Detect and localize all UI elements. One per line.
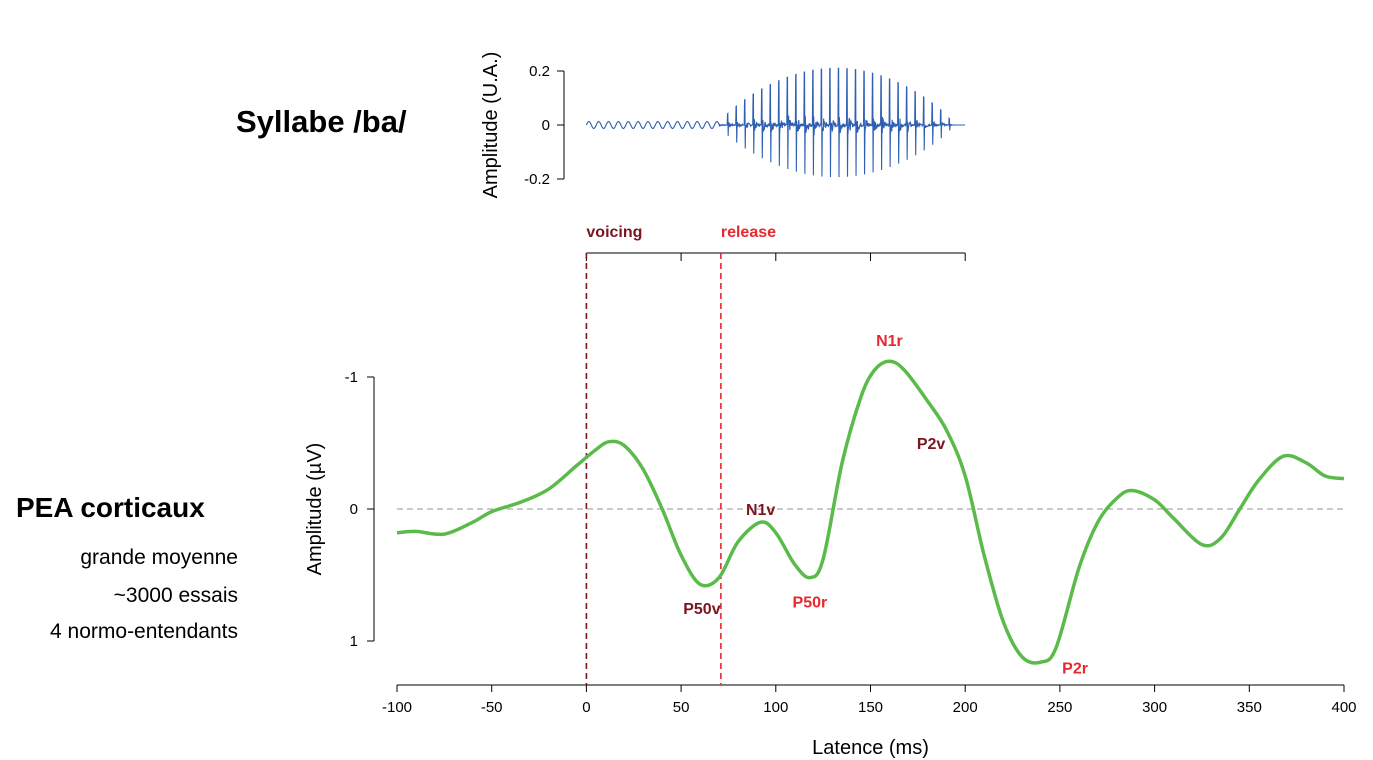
- erp-x-tick-label: 0: [582, 699, 590, 716]
- erp-y-tick-label: -1: [345, 369, 358, 386]
- peak-annotations: N1r P2v N1v P50v P50r P2r: [683, 333, 1088, 677]
- erp-note-subjects: 4 normo-entendants: [50, 620, 238, 643]
- erp-note-average: grande moyenne: [80, 546, 238, 569]
- erp-curve: [396, 359, 1345, 665]
- erp-note-trials: ~3000 essais: [113, 584, 238, 607]
- erp-x-tick-label: 200: [953, 699, 978, 716]
- erp-y-tick-label: 0: [350, 501, 358, 518]
- erp-y-axis-label: Amplitude (µV): [304, 443, 326, 576]
- erp-axes: -100 -50 0 50 100 150 200 250 300 350 400 Latence (…: [304, 369, 1357, 759]
- erp-y-tick-label: 1: [350, 633, 358, 650]
- peak-label-N1v: N1v: [746, 502, 775, 519]
- erp-x-tick-label: 300: [1142, 699, 1167, 716]
- peak-label-N1r: N1r: [876, 333, 903, 350]
- peak-label-P2v: P2v: [917, 436, 946, 453]
- waveform-axes: 0.2 0 -0.2 Amplitude (U.A.): [480, 52, 966, 261]
- erp-x-tick-label: 150: [858, 699, 883, 716]
- erp-title: PEA corticaux: [16, 492, 205, 523]
- erp-x-tick-label: 50: [673, 699, 690, 716]
- erp-x-tick-label: 250: [1047, 699, 1072, 716]
- erp-x-tick-label: 400: [1331, 699, 1356, 716]
- erp-x-tick-label: 350: [1237, 699, 1262, 716]
- wave-y-tick-label: -0.2: [524, 171, 550, 188]
- peak-label-P2r: P2r: [1062, 660, 1088, 677]
- erp-x-tick-label: -50: [481, 699, 503, 716]
- peak-label-P50v: P50v: [683, 601, 720, 618]
- wave-y-axis-label: Amplitude (U.A.): [480, 52, 502, 199]
- waveform-line: [585, 67, 966, 178]
- event-markers: voicing release: [585, 224, 776, 685]
- erp-x-tick-label: -100: [382, 699, 412, 716]
- peak-label-P50r: P50r: [793, 594, 828, 611]
- erp-x-tick-label: 100: [763, 699, 788, 716]
- wave-y-tick-label: 0.2: [529, 63, 550, 80]
- marker-voicing-label: voicing: [586, 224, 642, 241]
- marker-release-label: release: [721, 224, 776, 241]
- syllable-title: Syllabe /ba/: [236, 104, 407, 139]
- wave-y-tick-label: 0: [542, 117, 550, 134]
- erp-x-axis-label: Latence (ms): [812, 737, 929, 759]
